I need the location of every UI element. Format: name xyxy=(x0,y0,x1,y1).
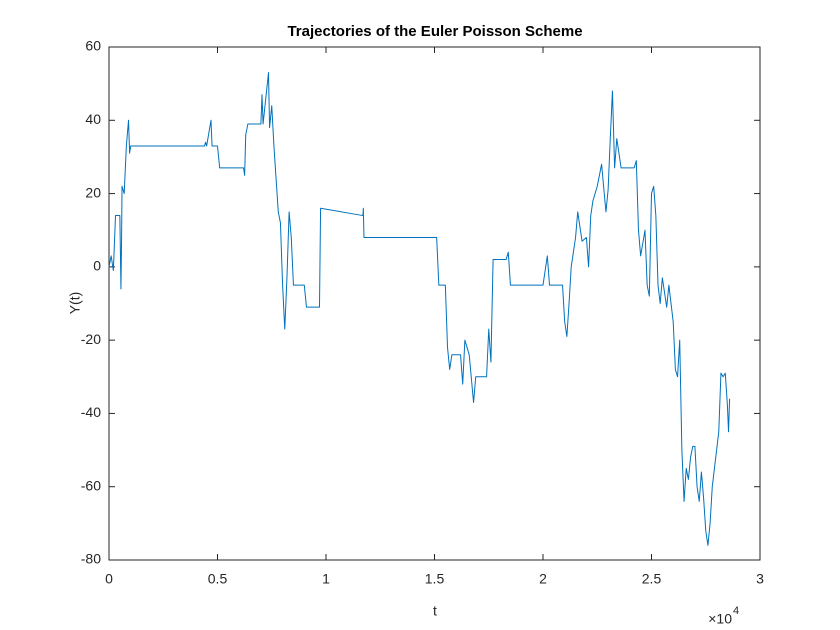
x-tick-label: 1 xyxy=(322,571,330,587)
x-tick-label: 2 xyxy=(539,571,547,587)
y-tick-label: -20 xyxy=(81,331,101,347)
x-tick-label: 0 xyxy=(105,571,113,587)
y-tick-label: 60 xyxy=(85,38,101,54)
x-tick-label: 1.5 xyxy=(425,571,445,587)
x-tick-label: 2.5 xyxy=(642,571,662,587)
y-tick-label: 20 xyxy=(85,184,101,200)
y-tick-label: -40 xyxy=(81,404,101,420)
y-tick-label: 40 xyxy=(85,111,101,127)
y-axis-label: Y(t) xyxy=(67,292,83,315)
x-multiplier-exponent: 4 xyxy=(733,605,739,617)
data-line xyxy=(108,72,731,546)
x-tick-label: 3 xyxy=(756,571,764,587)
x-multiplier-base: ×10 xyxy=(708,611,732,627)
chart-title: Trajectories of the Euler Poisson Scheme xyxy=(287,23,582,40)
y-tick-label: 0 xyxy=(93,258,101,274)
x-axis-label: t xyxy=(433,603,437,619)
y-tick-label: -80 xyxy=(81,551,101,567)
x-tick-label: 0.5 xyxy=(208,571,228,587)
y-tick-label: -60 xyxy=(81,477,101,493)
